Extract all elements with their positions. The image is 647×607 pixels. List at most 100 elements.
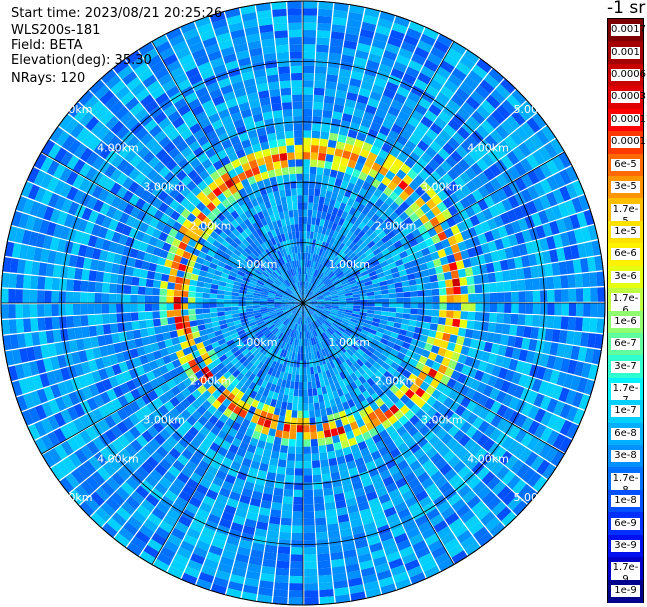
ppi-cell — [496, 282, 504, 292]
ppi-cell — [515, 360, 526, 374]
ppi-cell — [38, 331, 48, 345]
ppi-cell — [293, 283, 298, 291]
ppi-cell — [350, 224, 358, 233]
ppi-cell — [452, 163, 465, 176]
ppi-cell — [370, 222, 379, 232]
ppi-cell — [295, 274, 299, 283]
ppi-cell — [194, 466, 206, 478]
ppi-cell — [226, 339, 235, 347]
ppi-cell — [52, 329, 62, 343]
ppi-cell — [496, 465, 510, 481]
ppi-cell — [517, 218, 529, 231]
ppi-cell — [198, 460, 210, 472]
ppi-cell — [210, 57, 225, 68]
ppi-cell — [343, 351, 352, 359]
ppi-cell — [393, 92, 407, 104]
ppi-cell — [50, 208, 61, 223]
ppi-cell — [113, 342, 123, 354]
ppi-cell — [11, 380, 23, 397]
ppi-cell — [304, 324, 306, 332]
ppi-cell — [419, 181, 431, 192]
ppi-cell — [444, 349, 454, 359]
ppi-cell — [283, 210, 290, 219]
ppi-cell — [511, 371, 522, 385]
ppi-cell — [135, 530, 151, 545]
ppi-cell — [343, 269, 352, 276]
ppi-cell — [438, 111, 452, 124]
ppi-cell — [316, 539, 329, 548]
ppi-cell — [580, 332, 589, 347]
ppi-cell — [285, 262, 290, 271]
ppi-cell — [313, 287, 319, 294]
ppi-cell — [97, 260, 106, 272]
ppi-cell — [229, 491, 241, 502]
ppi-cell — [293, 496, 303, 505]
ppi-cell — [248, 334, 257, 341]
ppi-cell — [65, 291, 74, 303]
ppi-cell — [371, 417, 382, 428]
ppi-cell — [365, 460, 377, 471]
ppi-cell — [269, 325, 277, 332]
ppi-cell — [256, 377, 264, 387]
ppi-cell — [465, 96, 481, 110]
ppi-cell — [217, 222, 227, 231]
ppi-cell — [311, 322, 317, 330]
ppi-cell — [350, 381, 358, 390]
ppi-cell — [467, 285, 476, 294]
ppi-cell — [291, 195, 298, 203]
ppi-cell — [308, 260, 312, 268]
ppi-cell — [249, 364, 257, 373]
ppi-cell — [487, 375, 498, 387]
ppi-cell — [300, 274, 302, 282]
ppi-cell — [394, 379, 404, 390]
ppi-cell — [365, 200, 375, 210]
ppi-cell — [253, 239, 261, 248]
ppi-cell — [312, 253, 316, 262]
ppi-cell — [382, 435, 394, 446]
ppi-cell — [374, 226, 383, 236]
ppi-data-cells — [1, 1, 605, 605]
ppi-cell — [110, 425, 123, 439]
ppi-cell — [328, 176, 336, 185]
ppi-cell — [338, 326, 346, 333]
ppi-cell — [417, 256, 426, 265]
ppi-cell — [410, 110, 424, 122]
ppi-cell — [68, 254, 78, 267]
ppi-cell — [48, 447, 62, 464]
ppi-cell — [277, 323, 284, 330]
ppi-cell — [243, 273, 252, 280]
ppi-cell — [167, 317, 176, 325]
ppi-cell — [335, 499, 347, 509]
ppi-cell — [111, 512, 127, 527]
ppi-cell — [297, 297, 303, 303]
ppi-cell — [175, 204, 186, 215]
ppi-cell — [168, 323, 177, 332]
ppi-cell — [239, 494, 251, 505]
ppi-cell — [272, 110, 283, 119]
ppi-cell — [125, 97, 140, 111]
ppi-cell — [94, 237, 105, 249]
ppi-cell — [198, 222, 208, 232]
ppi-cell — [305, 345, 309, 354]
ppi-cell — [341, 54, 355, 64]
ppi-cell — [141, 393, 153, 405]
ppi-cell — [303, 166, 310, 174]
ppi-cell — [380, 285, 389, 291]
ppi-cell — [316, 531, 328, 540]
ppi-cell — [594, 255, 604, 271]
ppi-cell — [266, 322, 274, 329]
ppi-cell — [275, 567, 290, 576]
ppi-cell — [115, 486, 130, 501]
ppi-cell — [216, 307, 225, 312]
ppi-cell — [441, 209, 453, 220]
ppi-cell — [312, 287, 319, 293]
ppi-cell — [41, 139, 56, 156]
ppi-cell — [169, 330, 178, 339]
ppi-cell — [190, 472, 203, 484]
ppi-cell — [283, 293, 291, 298]
ppi-cell — [508, 425, 521, 440]
ppi-cell — [425, 210, 436, 221]
ppi-cell — [528, 339, 538, 352]
ppi-cell — [209, 293, 218, 299]
ppi-cell — [282, 174, 290, 183]
